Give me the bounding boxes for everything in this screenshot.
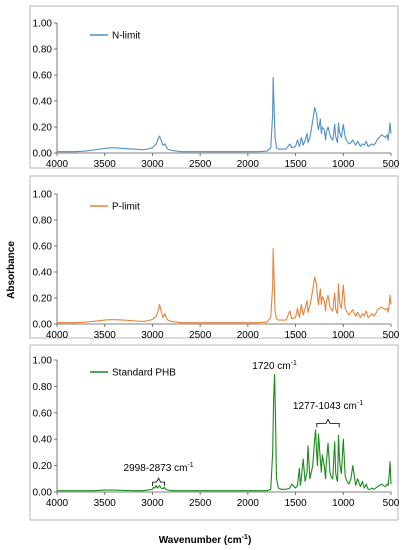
y-tick-label: 0.60: [33, 71, 53, 82]
x-tick-label: 1500: [284, 498, 307, 509]
y-tick-label: 0.20: [33, 461, 53, 472]
x-tick-label: 3000: [141, 330, 164, 341]
x-tick-label: 2500: [189, 498, 212, 509]
annotation-bracket: [316, 418, 340, 428]
x-tick-label: 2000: [237, 330, 260, 341]
y-tick-label: 0.20: [33, 294, 53, 305]
y-tick-label: 0.00: [33, 488, 53, 499]
x-tick-label: 4000: [46, 330, 69, 341]
legend-label: P-limit: [112, 202, 140, 213]
y-tick-label: 0.00: [33, 320, 53, 331]
legend-label: N-limit: [112, 31, 141, 42]
series-line: [57, 77, 392, 153]
x-tick-label: 2000: [237, 159, 260, 170]
y-tick-label: 0.60: [33, 242, 53, 253]
panel-frame: [29, 344, 399, 521]
x-tick-label: 3000: [141, 159, 164, 170]
y-tick-label: 0.40: [33, 435, 53, 446]
annotation-text: 2998-2873 cm: [124, 463, 188, 474]
x-tick-label: 3000: [141, 498, 164, 509]
y-tick-label: 1.00: [33, 356, 53, 367]
x-tick-label: 2500: [189, 330, 212, 341]
annotation-text: 1720 cm: [252, 361, 290, 372]
panel-frame: [29, 175, 399, 339]
chart-panel-2: 0.00 0.20 0.40 0.60 0.80 1.00 4000 3500 3000 2500…: [29, 175, 400, 341]
x-tick-label: 2500: [189, 159, 212, 170]
x-tick-label: 3500: [94, 498, 117, 509]
y-axis-title: Absorbance: [6, 241, 17, 299]
annotation-label: 1277-1043 cm-1: [293, 400, 363, 412]
annotation-text: 1277-1043 cm: [293, 401, 357, 412]
y-tick-label: 0.00: [33, 149, 53, 160]
x-tick-label: 4000: [46, 159, 69, 170]
y-tick-label: 0.80: [33, 216, 53, 227]
series-line: [57, 373, 392, 492]
x-tick-label: 1500: [284, 159, 307, 170]
x-tick-label: 1000: [332, 159, 355, 170]
x-tick-label: 4000: [46, 498, 69, 509]
x-tick-label: 500: [383, 330, 400, 341]
x-tick-label: 3500: [94, 159, 117, 170]
y-tick-label: 0.80: [33, 382, 53, 393]
legend-label: Standard PHB: [112, 368, 176, 379]
x-axis-title-close: ): [248, 535, 251, 546]
annotation-sup: -1: [357, 400, 363, 407]
panel-frame: [29, 5, 399, 169]
chart-panel-3: 0.00 0.20 0.40 0.60 0.80 1.00 4000 3500 3000 2500…: [29, 344, 400, 521]
annotation-bracket: [152, 477, 165, 487]
x-tick-label: 1000: [332, 330, 355, 341]
annotation-label: 1720 cm-1: [252, 360, 297, 372]
x-tick-label: 1500: [284, 330, 307, 341]
x-axis-title-main: Wavenumber (cm: [159, 535, 242, 546]
x-tick-label: 500: [383, 159, 400, 170]
x-axis-title-sup: -1: [242, 534, 248, 541]
x-tick-label: 2000: [237, 498, 260, 509]
x-tick-label: 500: [383, 498, 400, 509]
chart-panel-1: 0.00 0.20 0.40 0.60 0.80 1.00 4000 3500 3000 2500…: [29, 5, 400, 170]
y-tick-label: 0.60: [33, 408, 53, 419]
y-tick-label: 0.40: [33, 268, 53, 279]
annotation-sup: -1: [291, 360, 297, 367]
x-axis-title: Wavenumber (cm-1): [159, 534, 252, 546]
series-line: [57, 248, 392, 324]
annotation-sup: -1: [187, 462, 193, 469]
y-tick-label: 0.20: [33, 123, 53, 134]
x-tick-label: 3500: [94, 330, 117, 341]
y-tick-label: 0.40: [33, 97, 53, 108]
y-tick-label: 1.00: [33, 190, 53, 201]
y-tick-label: 1.00: [33, 19, 53, 30]
annotation-label: 2998-2873 cm-1: [124, 462, 194, 474]
x-tick-label: 1000: [332, 498, 355, 509]
y-tick-label: 0.80: [33, 45, 53, 56]
